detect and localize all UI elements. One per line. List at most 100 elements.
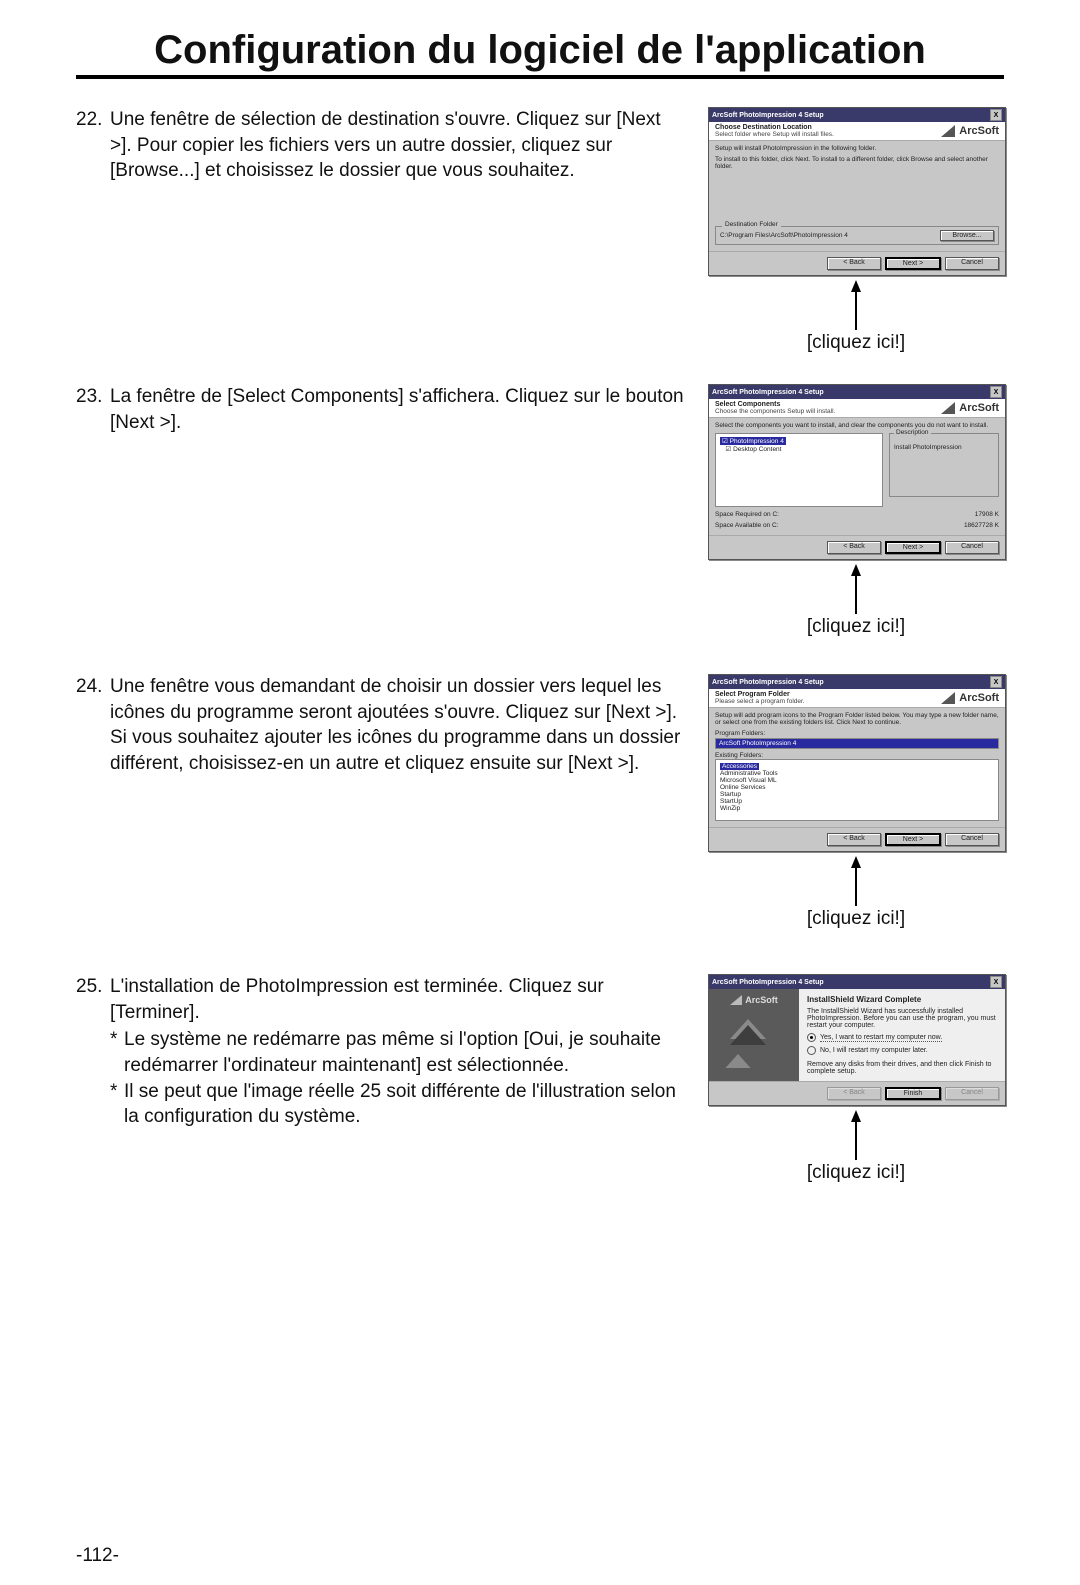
space-available-label: Space Available on C: (715, 522, 778, 529)
close-icon[interactable]: X (990, 386, 1002, 398)
dialog-titlebar: ArcSoft PhotoImpression 4 Setup X (709, 108, 1005, 122)
radio-icon (807, 1033, 816, 1042)
close-icon[interactable]: X (990, 676, 1002, 688)
radio-no[interactable]: No, I will restart my computer later. (807, 1046, 997, 1055)
step-body: La fenêtre de [Select Components] s'affi… (110, 384, 684, 435)
close-icon[interactable]: X (990, 976, 1002, 988)
arrow-icon (851, 1110, 861, 1160)
radio-yes[interactable]: Yes, I want to restart my computer now. (807, 1033, 997, 1042)
list-item[interactable]: Microsoft Visual ML (720, 777, 777, 784)
wizard-heading: InstallShield Wizard Complete (807, 995, 997, 1004)
step-23: 23. La fenêtre de [Select Components] s'… (76, 384, 1004, 638)
step-22-shot: ArcSoft PhotoImpression 4 Setup X Choose… (708, 107, 1004, 354)
dialog-heading: Choose Destination Location (715, 124, 812, 131)
step-25-shot: ArcSoft PhotoImpression 4 Setup X ArcSof… (708, 974, 1004, 1184)
list-item[interactable]: Administrative Tools (720, 770, 778, 777)
existing-folders-label: Existing Folders: (715, 752, 999, 759)
list-item[interactable]: Accessories (720, 763, 759, 770)
list-item[interactable]: Online Services (720, 784, 766, 791)
arrow-icon (851, 280, 861, 330)
destination-group: Destination Folder C:\Program Files\ArcS… (715, 226, 999, 245)
click-here-label: [cliquez ici!] (708, 1162, 1004, 1184)
wizard-main: InstallShield Wizard Complete The Instal… (799, 989, 1005, 1081)
step-number: 22. (76, 107, 110, 184)
dialog-finish: ArcSoft PhotoImpression 4 Setup X ArcSof… (708, 974, 1006, 1106)
arrow-icon (851, 564, 861, 614)
close-icon[interactable]: X (990, 109, 1002, 121)
list-item[interactable]: WinZip (720, 805, 740, 812)
step-body: Une fenêtre de sélection de destination … (110, 107, 684, 184)
page: Configuration du logiciel de l'applicati… (0, 0, 1080, 1585)
dialog-components: ArcSoft PhotoImpression 4 Setup X Select… (708, 384, 1006, 560)
space-required-value: 17908 K (975, 511, 999, 518)
dialog-buttons: < Back Finish Cancel (709, 1081, 1005, 1105)
step-25: 25. L'installation de PhotoImpression es… (76, 974, 1004, 1184)
brand-text: ArcSoft (959, 125, 999, 137)
dialog-subheading: Choose the components Setup will install… (715, 408, 835, 415)
note-2: To install to this folder, click Next. T… (715, 156, 999, 170)
step-23-text: 23. La fenêtre de [Select Components] s'… (76, 384, 684, 638)
program-folder-input[interactable]: ArcSoft PhotoImpression 4 (715, 738, 999, 749)
click-here-label: [cliquez ici!] (708, 616, 1004, 638)
cancel-button[interactable]: Cancel (945, 257, 999, 270)
note: Setup will add program icons to the Prog… (715, 712, 999, 726)
brand-wedge-icon (941, 125, 955, 137)
radio-label: Yes, I want to restart my computer now. (820, 1034, 942, 1042)
radio-label: No, I will restart my computer later. (820, 1047, 928, 1054)
dialog-header: Choose Destination Location Select folde… (709, 122, 1005, 141)
dialog-titlebar: ArcSoft PhotoImpression 4 Setup X (709, 675, 1005, 689)
dialog-header: Select Components Choose the components … (709, 399, 1005, 418)
dialog-buttons: < Back Next > Cancel (709, 251, 1005, 275)
component-item: PhotoImpression 4 (730, 438, 784, 445)
next-button[interactable]: Next > (885, 541, 941, 554)
dialog-title-text: ArcSoft PhotoImpression 4 Setup (712, 979, 824, 986)
dialog-destination: ArcSoft PhotoImpression 4 Setup X Choose… (708, 107, 1006, 276)
cancel-button[interactable]: Cancel (945, 833, 999, 846)
dialog-title-text: ArcSoft PhotoImpression 4 Setup (712, 679, 824, 686)
step-22: 22. Une fenêtre de sélection de destinat… (76, 107, 1004, 354)
step-main-text: L'installation de PhotoImpression est te… (110, 976, 604, 1023)
step-22-text: 22. Une fenêtre de sélection de destinat… (76, 107, 684, 354)
cancel-button: Cancel (945, 1087, 999, 1100)
cancel-button[interactable]: Cancel (945, 541, 999, 554)
dialog-heading: Select Components (715, 401, 780, 408)
step-24-shot: ArcSoft PhotoImpression 4 Setup X Select… (708, 674, 1004, 930)
back-button[interactable]: < Back (827, 833, 881, 846)
dialog-subheading: Select folder where Setup will install f… (715, 131, 834, 138)
next-button[interactable]: Next > (885, 257, 941, 270)
destination-legend: Destination Folder (722, 221, 781, 228)
wizard-sidebar: ArcSoft (709, 989, 799, 1081)
asterisk: * (110, 1079, 124, 1130)
space-available-value: 18627728 K (964, 522, 999, 529)
back-button[interactable]: < Back (827, 257, 881, 270)
step-number: 23. (76, 384, 110, 435)
step-number: 25. (76, 974, 110, 1130)
back-button[interactable]: < Back (827, 541, 881, 554)
dialog-header: Select Program Folder Please select a pr… (709, 689, 1005, 708)
program-folders-label: Program Folders: (715, 730, 765, 737)
dialog-subheading: Please select a program folder. (715, 698, 805, 705)
destination-path: C:\Program Files\ArcSoft\PhotoImpression… (720, 232, 848, 239)
list-item[interactable]: Startup (720, 791, 741, 798)
list-item[interactable]: StartUp (720, 798, 742, 805)
components-list[interactable]: ☑ PhotoImpression 4 ☑ Desktop Content (715, 433, 883, 507)
step-25-text: 25. L'installation de PhotoImpression es… (76, 974, 684, 1184)
dialog-title-text: ArcSoft PhotoImpression 4 Setup (712, 112, 824, 119)
existing-folders-list[interactable]: Accessories Administrative Tools Microso… (715, 759, 999, 821)
dialog-titlebar: ArcSoft PhotoImpression 4 Setup X (709, 385, 1005, 399)
browse-button[interactable]: Browse... (940, 230, 994, 241)
click-here-label: [cliquez ici!] (708, 332, 1004, 354)
wizard-tail-text: Remove any disks from their drives, and … (807, 1061, 997, 1075)
finish-button[interactable]: Finish (885, 1087, 941, 1100)
dialog-title-text: ArcSoft PhotoImpression 4 Setup (712, 389, 824, 396)
note-1: Setup will install PhotoImpression in th… (715, 145, 999, 152)
title-rule: Configuration du logiciel de l'applicati… (76, 28, 1004, 79)
step-24: 24. Une fenêtre vous demandant de choisi… (76, 674, 1004, 930)
brand-text: ArcSoft (959, 692, 999, 704)
step-note: Il se peut que l'image réelle 25 soit di… (124, 1079, 684, 1130)
dialog-heading: Select Program Folder (715, 691, 790, 698)
step-body: L'installation de PhotoImpression est te… (110, 974, 684, 1130)
arrow-icon (851, 856, 861, 906)
brand-text: ArcSoft (745, 995, 778, 1005)
next-button[interactable]: Next > (885, 833, 941, 846)
